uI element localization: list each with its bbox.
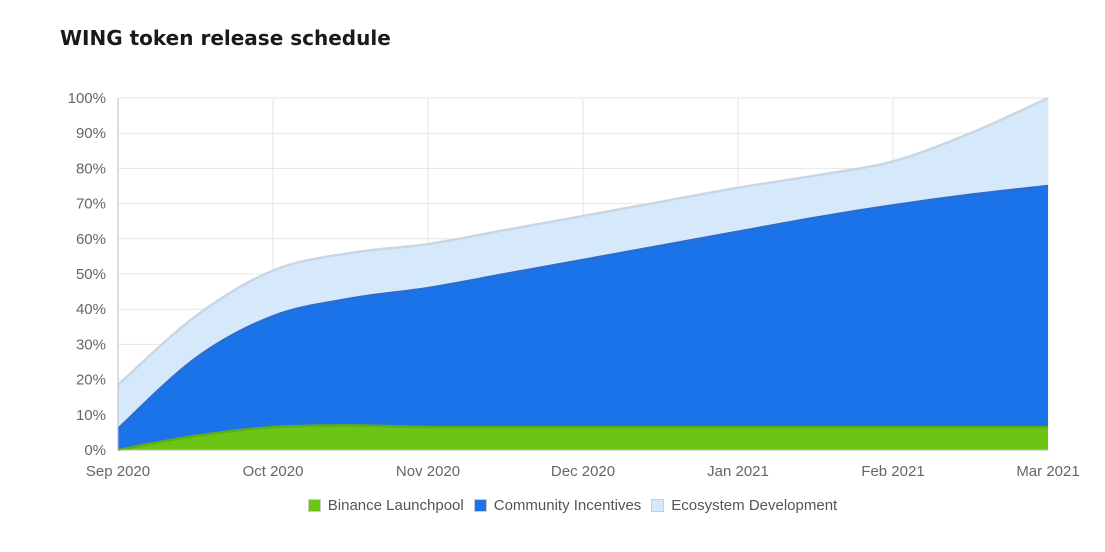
x-tick-label: Feb 2021 bbox=[861, 463, 924, 480]
chart-legend: Binance Launchpool Community Incentives … bbox=[0, 497, 1105, 514]
chart-area: 0% 10% 20% 30% 40% 50% 60% 70% 80% 90% 100% Sep 20… bbox=[68, 90, 1080, 480]
y-tick-label: 100% bbox=[68, 90, 106, 107]
y-tick-label: 40% bbox=[76, 301, 106, 318]
y-tick-label: 10% bbox=[76, 407, 106, 424]
y-tick-label: 50% bbox=[76, 266, 106, 283]
legend-item-community-incentives[interactable]: Community Incentives bbox=[473, 497, 642, 514]
area-ecosystem-development-line bbox=[117, 96, 1049, 386]
x-tick-label: Dec 2020 bbox=[551, 463, 615, 480]
x-axis-labels: Sep 2020 Oct 2020 Nov 2020 Dec 2020 Jan 2021… bbox=[86, 463, 1080, 480]
legend-swatch-ecosystem-development bbox=[651, 499, 665, 512]
x-tick-label: Nov 2020 bbox=[396, 463, 460, 480]
area-binance-launchpool-line bbox=[117, 424, 1048, 452]
chart-axes bbox=[117, 98, 1048, 451]
chart-series bbox=[117, 96, 1049, 452]
y-axis-labels: 0% 10% 20% 30% 40% 50% 60% 70% 80% 90% 100% bbox=[68, 90, 106, 459]
x-tick-label: Jan 2021 bbox=[707, 463, 769, 480]
legend-item-binance-launchpool[interactable]: Binance Launchpool bbox=[307, 497, 464, 514]
area-community-incentives-line bbox=[117, 184, 1049, 430]
legend-label: Ecosystem Development bbox=[671, 497, 838, 514]
y-tick-label: 70% bbox=[76, 196, 106, 213]
legend-label: Community Incentives bbox=[493, 497, 642, 514]
x-tick-label: Oct 2020 bbox=[243, 463, 304, 480]
legend-swatch-binance-launchpool bbox=[307, 499, 321, 512]
area-binance-launchpool[interactable] bbox=[118, 425, 1048, 450]
y-tick-label: 20% bbox=[76, 372, 106, 389]
area-community-incentives[interactable] bbox=[118, 186, 1048, 450]
chart-title: WING token release schedule bbox=[60, 26, 391, 50]
y-tick-label: 90% bbox=[76, 125, 106, 142]
y-tick-label: 30% bbox=[76, 336, 106, 353]
x-tick-label: Mar 2021 bbox=[1016, 463, 1079, 480]
y-tick-label: 60% bbox=[76, 231, 106, 248]
legend-label: Binance Launchpool bbox=[327, 497, 464, 514]
y-tick-label: 80% bbox=[76, 160, 106, 177]
legend-item-ecosystem-development[interactable]: Ecosystem Development bbox=[651, 497, 837, 514]
legend-swatch-community-incentives bbox=[473, 499, 487, 512]
y-tick-label: 0% bbox=[84, 442, 106, 459]
x-tick-label: Sep 2020 bbox=[86, 463, 150, 480]
